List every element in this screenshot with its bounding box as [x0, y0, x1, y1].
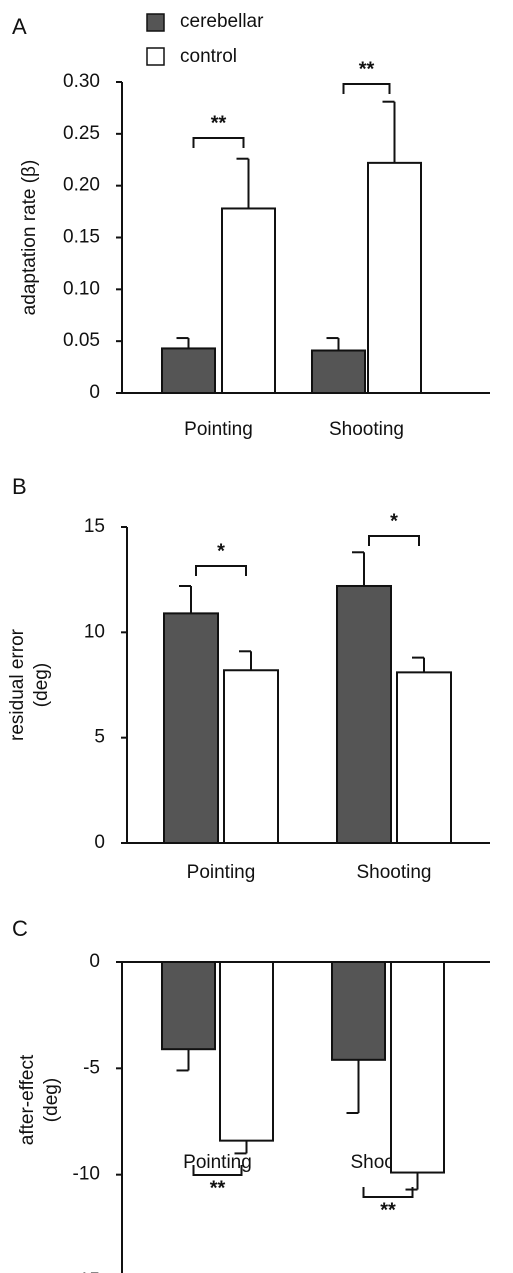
y-tick-label: 0: [89, 951, 100, 972]
x-tick-label: Pointing: [187, 862, 256, 883]
panel-label: A: [12, 14, 27, 39]
panel-label: C: [12, 916, 28, 941]
y-tick-label: 10: [84, 621, 105, 642]
y-tick-label: 0.20: [63, 175, 100, 196]
y-tick-label: -15: [73, 1270, 100, 1273]
y-tick-label: 0.15: [63, 227, 100, 248]
significance-bracket: [195, 565, 247, 576]
significance-bracket: [342, 83, 391, 94]
y-tick-label: -5: [83, 1057, 100, 1078]
bar: [390, 961, 445, 1174]
bar: [163, 612, 219, 845]
bar: [219, 961, 274, 1142]
bar: [331, 961, 386, 1061]
y-tick-label: 0: [94, 832, 105, 853]
y-tick-label: 0.05: [63, 330, 100, 351]
legend-label: control: [180, 46, 237, 67]
significance-marker: **: [211, 112, 227, 134]
bar: [161, 961, 216, 1051]
bar: [161, 347, 216, 395]
x-tick-label: Shooting: [356, 862, 431, 883]
y-tick-label: 0.10: [63, 278, 100, 299]
legend-swatch: [146, 47, 165, 66]
bar: [223, 669, 279, 845]
x-tick-label: Pointing: [183, 1152, 252, 1173]
bar: [336, 584, 392, 845]
bar: [311, 349, 366, 395]
y-tick-label: 15: [84, 516, 105, 537]
significance-bracket: [192, 137, 245, 148]
significance-bracket: [362, 1187, 414, 1198]
y-axis-label: residual error: [7, 628, 28, 741]
significance-marker: **: [359, 58, 375, 80]
panel-label: B: [12, 474, 27, 499]
significance-marker: *: [390, 510, 398, 532]
x-tick-label: Shooting: [329, 419, 404, 440]
y-axis-label: (deg): [31, 663, 52, 707]
significance-marker: **: [210, 1177, 226, 1199]
significance-bracket: [368, 535, 420, 546]
legend-label: cerebellar: [180, 11, 264, 32]
y-tick-label: 0.25: [63, 123, 100, 144]
significance-marker: **: [380, 1199, 396, 1221]
y-tick-label: -10: [73, 1164, 100, 1185]
y-tick-label: 0: [89, 382, 100, 403]
x-tick-label: Pointing: [184, 419, 253, 440]
y-axis-label: adaptation rate (β): [19, 160, 40, 316]
y-axis-label: after-effect: [17, 1054, 38, 1145]
y-tick-label: 5: [94, 727, 105, 748]
bar: [221, 207, 276, 394]
significance-bracket: [192, 1165, 243, 1176]
y-axis-label: (deg): [41, 1078, 62, 1122]
significance-marker: *: [217, 540, 225, 562]
y-tick-label: 0.30: [63, 71, 100, 92]
legend-swatch: [146, 13, 165, 32]
bar: [367, 161, 422, 394]
bar: [396, 671, 452, 844]
